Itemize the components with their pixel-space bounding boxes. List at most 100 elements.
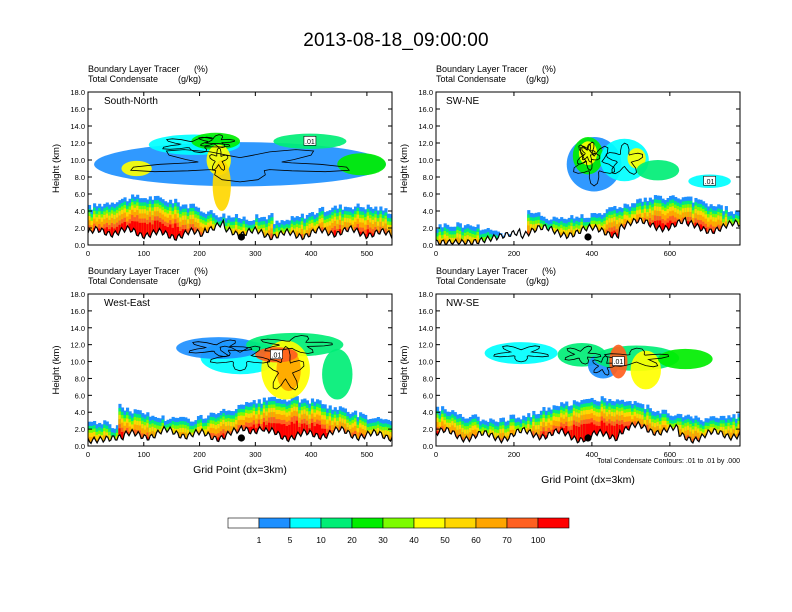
tracer-field [436, 137, 740, 245]
tracer-cell [290, 421, 294, 446]
cloud-region [322, 348, 353, 400]
location-marker [584, 233, 592, 241]
subtitle-condensate-unit: (g/kg) [178, 276, 201, 286]
contour-label: .01 [272, 352, 282, 359]
tracer-cell [141, 222, 145, 245]
y-tick-label: 18.0 [70, 290, 85, 299]
y-tick-label: 0.0 [423, 241, 433, 250]
x-tick-label: 300 [249, 450, 262, 459]
tracer-cell [575, 425, 579, 446]
subtitle-condensate-unit: (g/kg) [526, 276, 549, 286]
subtitle-tracer: Boundary Layer Tracer [88, 266, 180, 276]
colorbar-label: 70 [502, 535, 512, 545]
tracer-cell [288, 424, 292, 446]
subtitle-tracer: Boundary Layer Tracer [88, 64, 180, 74]
x-axis-label: Grid Point (dx=3km) [541, 474, 635, 486]
x-tick-label: 0 [434, 249, 438, 258]
x-tick-label: 200 [193, 249, 206, 258]
tracer-cell [443, 238, 447, 245]
y-tick-label: 12.0 [70, 139, 85, 148]
panel-sw-ne: .01 0.0 2.0 4.0 6.0 8.0 10.0 12.0 14.0 16.0 18.0 0 2… [399, 64, 741, 258]
cloud-region [484, 342, 558, 365]
panel-frame [435, 293, 741, 447]
colorbar-swatch [289, 517, 322, 529]
tracer-cell [169, 224, 173, 245]
colorbar-label: 100 [531, 535, 545, 545]
y-tick-label: 2.0 [75, 224, 85, 233]
y-tick-label: 6.0 [423, 391, 433, 400]
tracer-cell [285, 425, 289, 446]
cloud-region [636, 160, 680, 181]
condensate-contour [209, 345, 271, 372]
subtitle-tracer-unit: (%) [542, 266, 556, 276]
terrain-line [88, 424, 392, 445]
colorbar-swatch [258, 517, 291, 529]
colorbar-swatch [382, 517, 415, 529]
panel-label: NW-SE [446, 298, 479, 309]
y-tick-label: 18.0 [418, 88, 433, 97]
colorbar-swatch [320, 517, 353, 529]
tracer-cell [174, 223, 178, 245]
terrain-fill [88, 220, 392, 245]
terrain-line [436, 216, 740, 245]
condensate-contour [577, 141, 601, 171]
y-tick-label: 14.0 [418, 122, 433, 131]
y-axis-label: Height (km) [399, 345, 410, 394]
location-marker [584, 434, 592, 442]
condensate-contour [573, 145, 616, 187]
colorbar-label: 1 [257, 535, 262, 545]
condensate-contour [564, 345, 602, 365]
y-tick-label: 14.0 [70, 122, 85, 131]
tracer-cell [293, 423, 297, 446]
x-tick-label: 400 [586, 450, 599, 459]
tracer-field [88, 332, 392, 446]
colorbar-label: 20 [347, 535, 357, 545]
subtitle-tracer: Boundary Layer Tracer [436, 64, 528, 74]
condensate-contour [209, 147, 229, 171]
x-tick-label: 400 [305, 249, 318, 258]
condensate-contour [198, 134, 235, 149]
contour-note: Total Condensate Contours: .01 to .01 by… [597, 458, 740, 465]
panel-nw-se: .01 0.0 2.0 4.0 6.0 8.0 10.0 12.0 14.0 16.0 18.0 0 2… [399, 266, 741, 486]
colorbar-label: 60 [471, 535, 481, 545]
colorbar-swatch [537, 517, 570, 529]
tracer-cell [136, 221, 140, 245]
y-tick-label: 12.0 [418, 341, 433, 350]
tracer-cell [451, 237, 455, 245]
panel-west-east: .01 0.0 2.0 4.0 6.0 8.0 10.0 12.0 14.0 16.0 18.0 0 1… [51, 266, 393, 476]
subtitle-tracer-unit: (%) [194, 266, 208, 276]
y-axis-label: Height (km) [399, 144, 410, 193]
panel-label: South-North [104, 96, 158, 107]
colorbar-label: 40 [409, 535, 419, 545]
location-marker [237, 434, 245, 442]
contour-label-box [612, 356, 625, 366]
tracer-field [436, 342, 740, 446]
y-axis-label: Height (km) [51, 345, 62, 394]
y-tick-label: 4.0 [423, 408, 433, 417]
panel-frame [435, 91, 741, 246]
y-tick-label: 6.0 [75, 190, 85, 199]
y-tick-label: 6.0 [75, 391, 85, 400]
colorbar-swatch [413, 517, 446, 529]
y-tick-label: 0.0 [423, 442, 433, 451]
y-tick-label: 0.0 [75, 241, 85, 250]
tracer-cell [615, 423, 619, 446]
colorbar-swatch [475, 517, 508, 529]
subtitle-condensate: Total Condensate [436, 74, 506, 84]
subtitle-condensate-unit: (g/kg) [526, 74, 549, 84]
y-tick-label: 12.0 [70, 341, 85, 350]
y-tick-label: 8.0 [423, 374, 433, 383]
x-tick-label: 600 [664, 249, 677, 258]
x-tick-label: 400 [586, 249, 599, 258]
y-tick-label: 8.0 [75, 173, 85, 182]
y-tick-label: 8.0 [75, 374, 85, 383]
condensate-contour [605, 142, 644, 175]
y-tick-label: 4.0 [75, 408, 85, 417]
subtitle-tracer-unit: (%) [194, 64, 208, 74]
y-tick-label: 18.0 [418, 290, 433, 299]
cloud-region [337, 153, 386, 176]
y-tick-label: 6.0 [423, 190, 433, 199]
panel-label: SW-NE [446, 96, 479, 107]
condensate-contour [260, 335, 333, 354]
